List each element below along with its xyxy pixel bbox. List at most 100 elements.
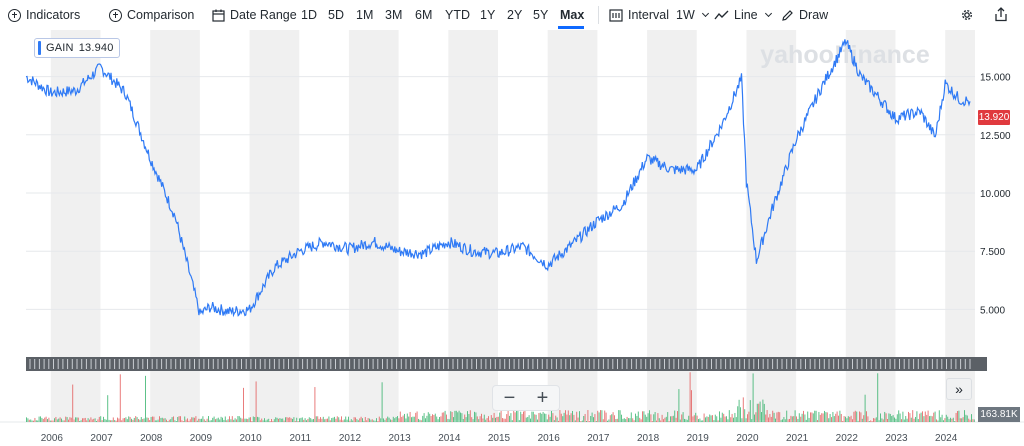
volume-bar bbox=[530, 418, 531, 422]
volume-bar bbox=[447, 418, 449, 422]
volume-bar bbox=[845, 416, 846, 422]
volume-bar bbox=[734, 412, 736, 422]
volume-bar bbox=[971, 414, 972, 422]
range-1m[interactable]: 1M bbox=[356, 8, 374, 22]
range-1d[interactable]: 1D bbox=[301, 8, 317, 22]
volume-bar bbox=[762, 399, 764, 422]
volume-bar bbox=[265, 420, 267, 422]
volume-bar bbox=[331, 418, 333, 422]
chart-type-button[interactable]: Line bbox=[714, 8, 772, 22]
volume-bar bbox=[245, 418, 247, 422]
volume-bar bbox=[635, 413, 636, 422]
year-band bbox=[746, 30, 797, 420]
volume-bar bbox=[254, 417, 256, 422]
volume-bar bbox=[658, 418, 660, 422]
volume-bar bbox=[503, 418, 505, 422]
volume-bar bbox=[629, 418, 631, 422]
volume-bar bbox=[923, 416, 925, 422]
volume-bars bbox=[0, 372, 1024, 423]
volume-bar bbox=[650, 414, 652, 422]
range-ytd[interactable]: YTD bbox=[445, 8, 470, 22]
x-tick-label: 2020 bbox=[736, 433, 759, 444]
share-icon[interactable] bbox=[994, 7, 1008, 22]
year-band bbox=[547, 30, 598, 420]
comparison-button[interactable]: Comparison bbox=[109, 8, 194, 22]
volume-bar bbox=[903, 419, 905, 422]
volume-bar bbox=[140, 417, 142, 422]
volume-bar bbox=[283, 420, 285, 422]
volume-bar bbox=[206, 418, 208, 422]
volume-bar bbox=[229, 416, 230, 422]
volume-bar bbox=[727, 419, 729, 422]
y-tick-label: 10.000 bbox=[980, 189, 1011, 200]
x-tick-label: 2024 bbox=[935, 433, 958, 444]
volume-bar bbox=[965, 414, 967, 422]
draw-button[interactable]: Draw bbox=[781, 8, 828, 22]
chart-canvas[interactable]: yahoo!finance 5.000 7.500 10.000 12.500 15.0… bbox=[0, 30, 1024, 446]
volume-bar bbox=[889, 413, 891, 422]
volume-bar bbox=[873, 418, 874, 422]
range-5d[interactable]: 5D bbox=[328, 8, 344, 22]
gear-icon[interactable] bbox=[960, 8, 974, 22]
volume-bar bbox=[567, 410, 569, 422]
volume-bar bbox=[944, 418, 946, 422]
zoom-in-button[interactable]: + bbox=[536, 386, 549, 409]
volume-bar bbox=[755, 412, 757, 422]
volume-bar bbox=[510, 413, 512, 422]
volume-bar bbox=[27, 418, 29, 422]
volume-bar bbox=[181, 420, 183, 422]
volume-bar bbox=[838, 415, 839, 422]
volume-bar bbox=[285, 417, 286, 422]
volume-bar bbox=[909, 413, 911, 422]
volume-bar bbox=[584, 413, 586, 422]
volume-bar bbox=[695, 412, 697, 422]
range-navigator[interactable] bbox=[26, 357, 987, 371]
volume-bar bbox=[457, 412, 459, 422]
range-max[interactable]: Max bbox=[560, 8, 585, 22]
volume-bar bbox=[668, 420, 670, 422]
volume-bar bbox=[189, 419, 191, 422]
volume-bar bbox=[147, 417, 149, 422]
range-3m[interactable]: 3M bbox=[385, 8, 403, 22]
y-tick-label: 15.000 bbox=[980, 73, 1011, 84]
range-2y[interactable]: 2Y bbox=[507, 8, 523, 22]
volume-bar bbox=[100, 416, 102, 422]
volume-bar bbox=[653, 414, 655, 422]
volume-bar bbox=[315, 416, 317, 422]
indicators-button[interactable]: Indicators bbox=[8, 8, 80, 22]
volume-bar bbox=[132, 419, 134, 422]
volume-bar bbox=[817, 420, 818, 422]
volume-bar bbox=[552, 413, 554, 422]
volume-bar bbox=[937, 420, 939, 422]
volume-bar bbox=[528, 415, 530, 422]
volume-bar bbox=[959, 418, 961, 422]
volume-bar bbox=[759, 401, 761, 422]
interval-button[interactable]: Interval 1W bbox=[609, 8, 709, 22]
volume-bar bbox=[688, 415, 690, 422]
volume-bar bbox=[118, 418, 120, 422]
volume-bar bbox=[628, 418, 629, 422]
price-chart[interactable]: yahoo!finance 5.000 7.500 10.000 12.500 15.0… bbox=[0, 30, 1024, 446]
series-badge[interactable]: GAIN 13.940 bbox=[34, 38, 120, 58]
volume-bar bbox=[700, 420, 702, 422]
volume-bar bbox=[901, 419, 902, 422]
range-1y[interactable]: 1Y bbox=[480, 8, 496, 22]
chart-toolbar: Indicators Comparison Date Range 1D 5D 1… bbox=[0, 0, 1024, 30]
volume-bar bbox=[33, 420, 34, 422]
volume-bar bbox=[958, 410, 960, 422]
volume-bar bbox=[362, 418, 363, 422]
volume-bar bbox=[236, 419, 237, 422]
volume-bar bbox=[973, 419, 975, 422]
date-range-button[interactable]: Date Range bbox=[212, 8, 297, 22]
range-5y[interactable]: 5Y bbox=[533, 8, 549, 22]
range-6m[interactable]: 6M bbox=[415, 8, 433, 22]
volume-bar bbox=[642, 411, 643, 422]
volume-bar bbox=[355, 417, 356, 422]
volume-bar bbox=[863, 415, 865, 422]
volume-bar bbox=[919, 413, 921, 422]
zoom-out-button[interactable]: − bbox=[503, 386, 516, 409]
volume-bar bbox=[171, 417, 173, 422]
volume-bar bbox=[383, 418, 384, 422]
volume-bar bbox=[75, 417, 76, 422]
expand-button[interactable]: » bbox=[946, 378, 972, 400]
